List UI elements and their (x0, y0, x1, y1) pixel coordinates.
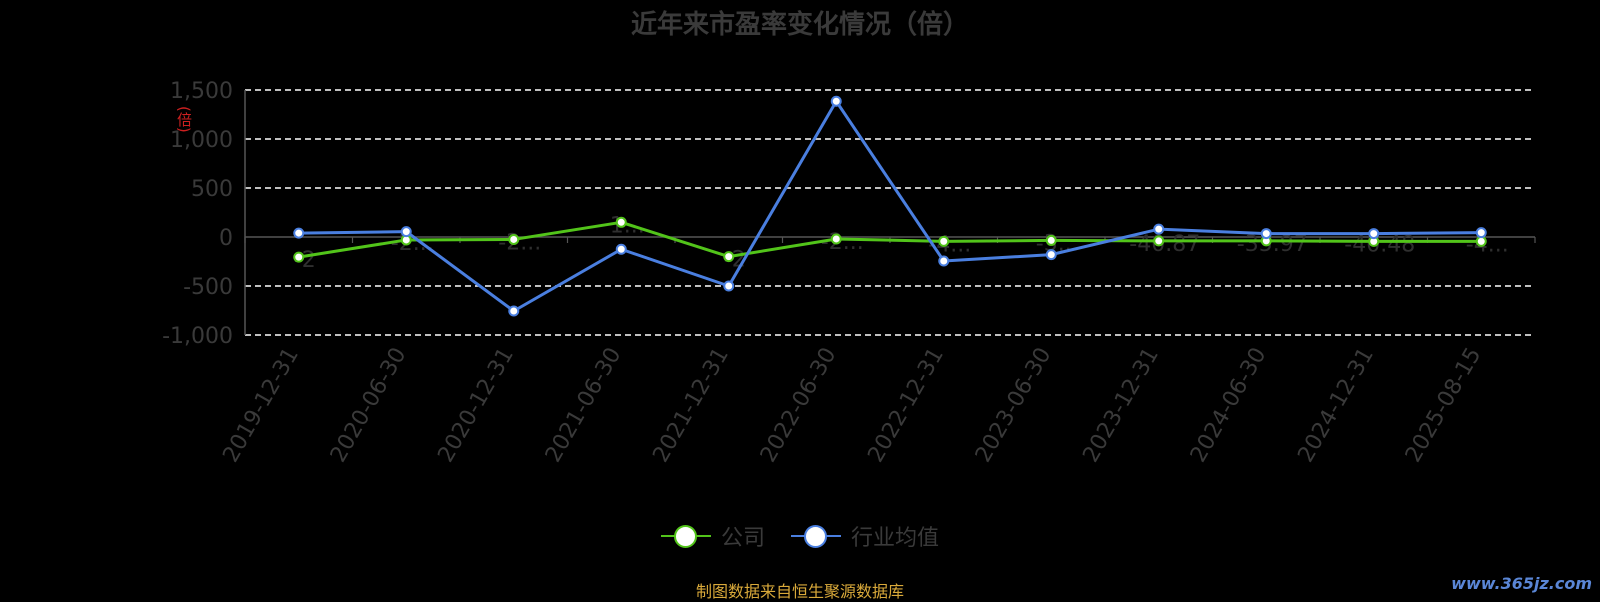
data-label-company: -2... (821, 230, 864, 255)
x-tick-label: 2021-06-30 (541, 344, 627, 467)
data-point-company (1153, 235, 1165, 247)
data-label-company: 1... (610, 213, 645, 238)
x-tick-label: 2022-12-31 (863, 344, 949, 467)
data-point-industry (1153, 223, 1165, 235)
data-point-industry (1475, 227, 1487, 239)
data-label-company: -40.87 (1129, 232, 1200, 257)
legend-item-industry[interactable]: 行业均值 (791, 520, 939, 552)
legend-marker-industry (804, 525, 827, 548)
data-point-company (938, 235, 950, 247)
data-point-industry (508, 305, 520, 317)
data-point-industry (830, 95, 842, 107)
data-point-company (1475, 235, 1487, 247)
data-point-company (293, 251, 305, 263)
data-point-company (615, 216, 627, 228)
y-tick-label: 1,000 (170, 128, 233, 153)
x-tick-label: 2021-12-31 (648, 344, 734, 467)
x-tick-label: 2023-06-30 (971, 344, 1057, 467)
series-line-industry (298, 99, 1482, 313)
chart-title: 近年来市盈率变化情况（倍） (630, 10, 969, 40)
data-point-industry (938, 255, 950, 267)
data-point-industry (400, 226, 412, 238)
data-point-industry (1045, 249, 1057, 261)
data-label-company: -40.48 (1344, 232, 1415, 257)
data-label-company: -4... (928, 232, 971, 257)
y-tick-label: 1,500 (170, 79, 233, 104)
legend-label-industry: 行业均值 (851, 526, 940, 551)
data-label-company: -2... (498, 230, 541, 255)
legend-marker-company (673, 525, 697, 548)
data-point-industry (615, 243, 627, 255)
y-tick-label: 0 (219, 226, 233, 251)
data-point-company (508, 233, 520, 245)
data-point-company (830, 233, 842, 245)
data-point-industry (723, 280, 735, 292)
data-source-note: 制图数据来自恒生聚源数据库 (695, 582, 904, 601)
y-tick-label: 500 (191, 177, 233, 202)
x-tick-label: 2025-08-15 (1401, 344, 1487, 467)
x-tick-label: 2020-06-30 (326, 344, 412, 467)
data-point-industry (293, 227, 305, 239)
data-label-company: -35.97 (1237, 232, 1308, 257)
watermark: www.365jz.com (1451, 574, 1592, 593)
y-axis-unit-label: (倍) (175, 106, 193, 133)
data-label-company: -4... (1466, 232, 1509, 257)
data-point-company (1045, 234, 1057, 246)
data-point-industry (1260, 228, 1272, 240)
data-point-industry (1368, 228, 1380, 240)
legend-label-company: 公司 (720, 526, 765, 551)
data-point-company (723, 251, 735, 263)
x-tick-label: 2020-12-31 (433, 344, 519, 467)
x-tick-label: 2022-06-30 (756, 344, 842, 467)
x-tick-label: 2024-06-30 (1186, 344, 1272, 467)
x-tick-label: 2023-12-31 (1078, 344, 1164, 467)
legend-item-company[interactable]: 公司 (660, 520, 765, 552)
legend-swatch-company (660, 524, 711, 548)
x-tick-label: 2024-12-31 (1293, 344, 1379, 467)
y-tick-label: -500 (183, 275, 233, 300)
series-line-company (298, 220, 1482, 259)
legend-swatch-industry (791, 524, 841, 548)
x-tick-label: 2019-12-31 (218, 344, 304, 467)
legend: 公司 行业均值 (0, 520, 1600, 552)
y-tick-label: -1,000 (162, 324, 233, 349)
